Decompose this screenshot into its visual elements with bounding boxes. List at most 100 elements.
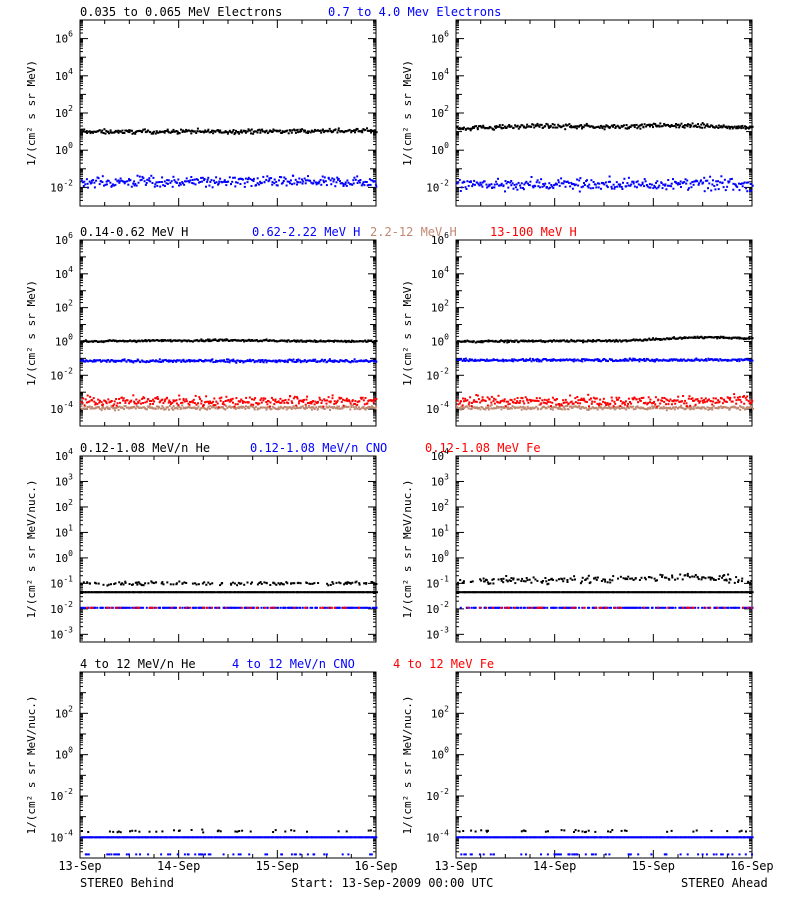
data-point	[603, 340, 606, 342]
data-point	[653, 184, 656, 187]
data-point	[354, 178, 357, 181]
data-point	[666, 359, 669, 362]
data-point	[225, 395, 228, 398]
data-point	[197, 402, 199, 405]
data-point	[345, 399, 348, 402]
data-point	[544, 358, 547, 360]
data-point	[712, 405, 715, 408]
data-point	[313, 591, 316, 594]
y-tick-label: 102	[55, 299, 73, 315]
data-point	[305, 179, 307, 182]
data-point	[557, 181, 560, 184]
data-point	[117, 406, 119, 408]
data-point	[558, 184, 561, 187]
data-point	[291, 406, 294, 409]
data-point	[243, 406, 246, 409]
data-point	[595, 397, 598, 400]
data-point	[160, 360, 163, 363]
data-point	[95, 179, 98, 182]
data-point	[156, 396, 159, 398]
data-point	[162, 360, 164, 363]
data-point	[150, 400, 153, 402]
data-point	[706, 123, 709, 126]
data-point	[525, 180, 528, 183]
data-point	[291, 360, 294, 363]
data-point	[169, 181, 172, 184]
data-point	[83, 360, 85, 363]
data-point	[209, 360, 212, 363]
data-point	[612, 405, 615, 408]
data-point	[507, 186, 510, 189]
data-point	[569, 394, 572, 397]
data-point	[587, 409, 590, 411]
data-point	[560, 403, 563, 406]
data-point	[607, 360, 609, 363]
data-point	[139, 361, 142, 364]
data-point	[718, 400, 721, 403]
data-point	[102, 405, 104, 408]
data-point	[239, 361, 242, 363]
data-point	[221, 402, 224, 405]
data-point	[682, 125, 685, 127]
data-point	[611, 399, 614, 402]
data-point	[212, 400, 215, 403]
data-point	[673, 399, 676, 402]
data-point	[674, 359, 677, 361]
data-point	[509, 398, 512, 401]
data-point	[538, 181, 541, 184]
data-point	[86, 581, 89, 584]
data-point	[152, 359, 155, 362]
data-point	[618, 396, 621, 399]
data-point	[526, 123, 529, 126]
data-point	[472, 359, 475, 362]
data-point	[503, 400, 506, 403]
data-point	[157, 407, 160, 410]
data-point	[639, 358, 642, 361]
data-point	[669, 406, 672, 409]
data-point	[658, 125, 661, 128]
data-point	[181, 359, 184, 362]
data-point	[154, 183, 157, 186]
data-point	[464, 128, 467, 131]
data-point	[282, 399, 285, 402]
data-point	[488, 398, 491, 401]
data-point	[202, 404, 205, 406]
data-point	[250, 185, 253, 187]
data-point	[541, 185, 544, 188]
data-point	[99, 399, 101, 402]
data-point	[472, 183, 474, 186]
data-point	[115, 406, 118, 409]
data-point	[600, 125, 603, 128]
data-point	[222, 401, 225, 404]
data-point	[169, 401, 172, 403]
data-point	[664, 124, 667, 127]
data-point	[711, 336, 714, 339]
data-point	[709, 400, 712, 403]
data-point	[609, 407, 612, 410]
data-point	[184, 180, 186, 183]
data-point	[537, 185, 540, 188]
data-point	[258, 128, 261, 131]
data-point	[114, 183, 117, 186]
data-point	[311, 359, 314, 362]
data-point	[239, 130, 242, 133]
data-point	[706, 400, 708, 403]
data-point	[336, 399, 339, 402]
data-point	[365, 359, 368, 362]
data-point	[538, 339, 541, 342]
data-point	[636, 359, 639, 361]
data-point	[573, 184, 576, 187]
data-point	[628, 357, 631, 360]
data-point	[591, 400, 594, 403]
data-point	[525, 125, 528, 128]
data-point	[344, 591, 347, 594]
data-point	[375, 405, 378, 408]
data-point	[190, 407, 193, 410]
data-point	[255, 402, 258, 404]
data-point	[635, 398, 638, 401]
data-point	[463, 181, 466, 184]
data-point	[101, 359, 104, 362]
data-point	[506, 341, 509, 344]
data-point	[610, 187, 613, 190]
y-tick-label: 104	[55, 265, 73, 281]
